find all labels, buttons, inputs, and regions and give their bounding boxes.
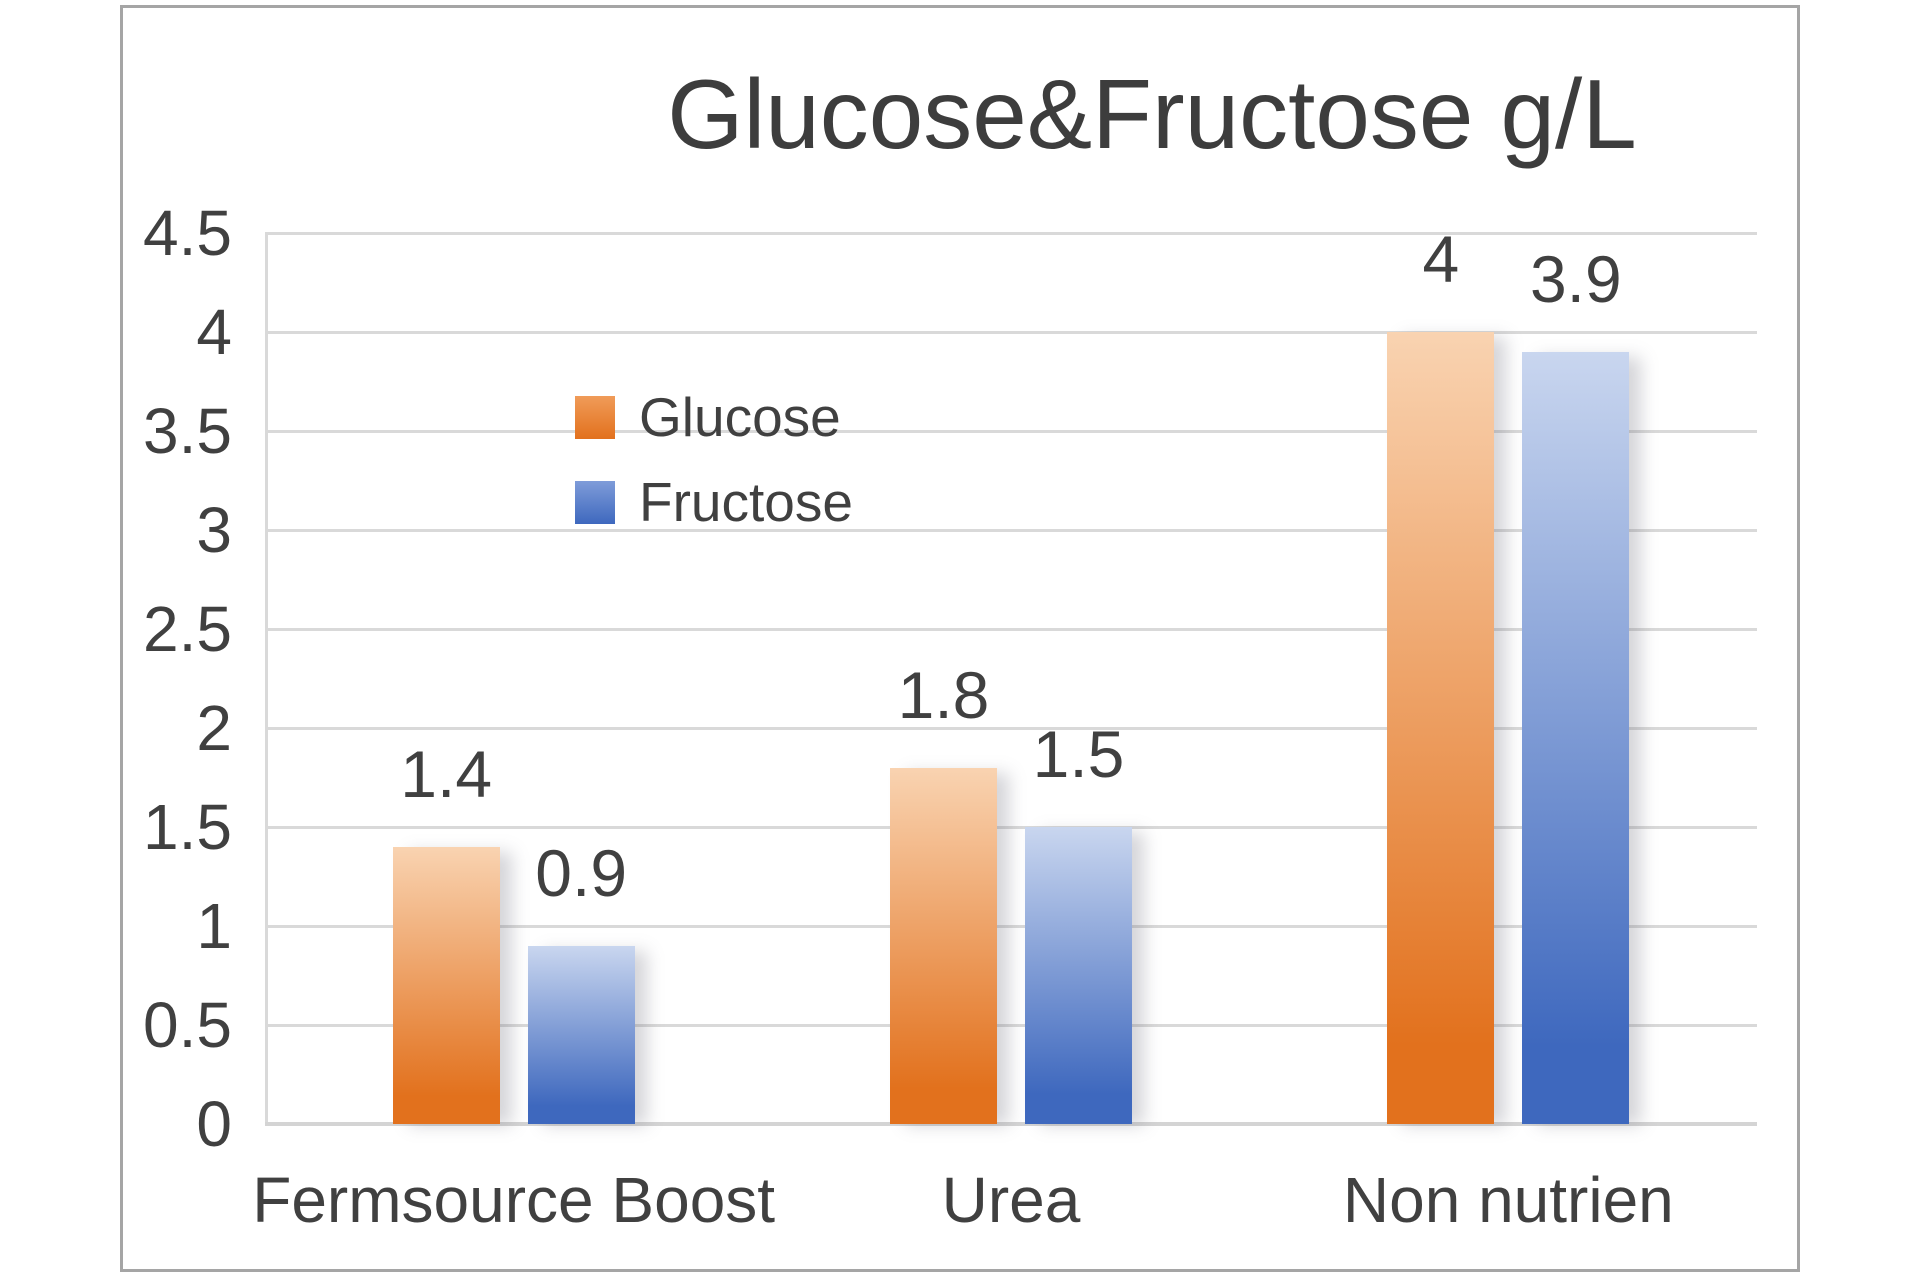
category-label-2: Urea bbox=[941, 1164, 1081, 1236]
bar-glucose-3 bbox=[1387, 332, 1495, 1124]
bar-fructose-1 bbox=[527, 945, 635, 1124]
chart-title: Glucose&Fructose g/L bbox=[667, 59, 1637, 169]
gridline bbox=[265, 232, 1757, 235]
gridline bbox=[265, 430, 1757, 433]
legend-item-fructose: Fructose bbox=[575, 474, 853, 529]
bar-glucose-2 bbox=[890, 767, 997, 1124]
data-label-fructose-2: 1.5 bbox=[1032, 717, 1125, 791]
legend-label: Fructose bbox=[639, 470, 853, 533]
data-label-glucose-3: 4 bbox=[1422, 222, 1460, 296]
gridline bbox=[265, 331, 1757, 334]
gridline bbox=[265, 826, 1757, 829]
bar-glucose-1 bbox=[392, 846, 500, 1124]
data-label-fructose-3: 3.9 bbox=[1529, 241, 1622, 316]
y-axis-tick-label: 3.5 bbox=[143, 395, 232, 467]
legend-item-glucose: Glucose bbox=[575, 389, 853, 444]
category-label-1: Fermsource Boost bbox=[252, 1164, 776, 1236]
y-axis-tick-label: 1.5 bbox=[143, 791, 232, 863]
plot-area: 1.4 0.9 1.8 1.5 4 3.9 bbox=[265, 226, 1757, 1126]
y-axis-tick-label: 1 bbox=[196, 890, 232, 962]
y-axis-line bbox=[265, 233, 268, 1124]
y-axis-tick-label: 4.5 bbox=[143, 197, 232, 269]
category-label-3: Non nutrien bbox=[1342, 1164, 1674, 1236]
gridline bbox=[265, 1024, 1757, 1027]
bar-fructose-2 bbox=[1025, 827, 1132, 1124]
data-label-glucose-2: 1.8 bbox=[897, 657, 990, 732]
gridline bbox=[265, 628, 1757, 631]
legend-swatch-fructose-icon bbox=[575, 480, 615, 524]
gridline bbox=[265, 925, 1757, 928]
legend-swatch-glucose-icon bbox=[575, 395, 615, 439]
legend: Glucose Fructose bbox=[575, 389, 853, 564]
data-label-fructose-1: 0.9 bbox=[535, 835, 628, 910]
y-axis-tick-label: 0.5 bbox=[143, 989, 232, 1061]
y-axis-tick-label: 3 bbox=[196, 494, 232, 566]
x-axis-line bbox=[265, 1122, 1757, 1126]
y-axis-tick-label: 2.5 bbox=[143, 593, 232, 665]
data-label-glucose-1: 1.4 bbox=[400, 736, 493, 811]
y-axis-tick-label: 2 bbox=[196, 692, 232, 764]
gridline bbox=[265, 727, 1757, 730]
y-axis-tick-label: 0 bbox=[196, 1088, 232, 1160]
gridline bbox=[265, 529, 1757, 532]
bar-fructose-3 bbox=[1522, 351, 1630, 1124]
legend-label: Glucose bbox=[639, 385, 841, 448]
y-axis-tick-label: 4 bbox=[196, 296, 232, 368]
